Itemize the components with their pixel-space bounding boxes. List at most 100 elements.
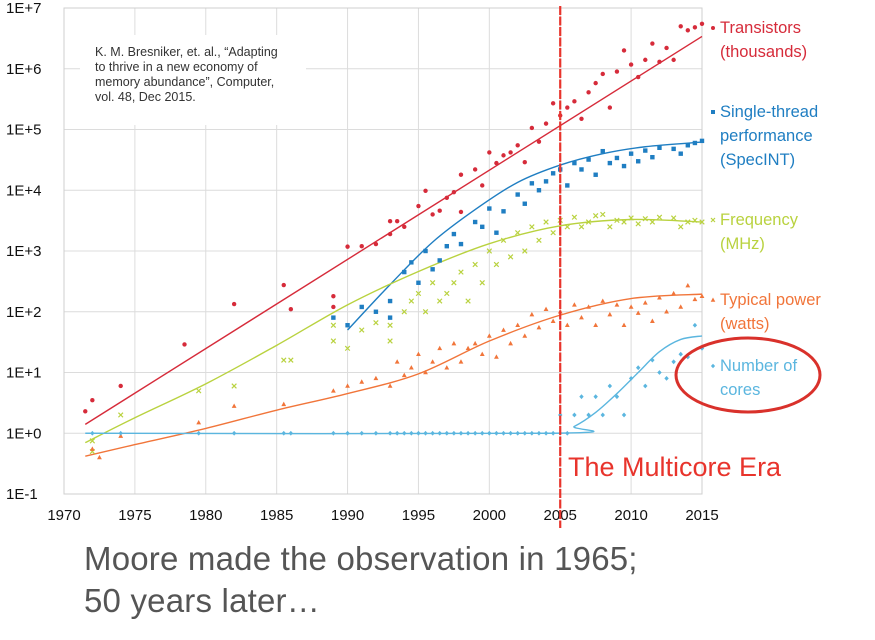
data-point <box>522 248 528 254</box>
data-point <box>628 62 634 67</box>
citation-line: memory abundance”, Computer, <box>95 75 274 89</box>
data-point <box>458 359 464 364</box>
data-point <box>670 215 677 221</box>
data-point <box>444 430 449 436</box>
data-point <box>671 146 676 152</box>
data-point <box>501 153 506 158</box>
data-point <box>522 333 528 338</box>
data-point <box>593 322 599 328</box>
data-point <box>543 430 549 436</box>
data-point <box>614 217 620 224</box>
data-point <box>479 280 485 286</box>
data-point <box>565 430 570 436</box>
data-point <box>664 375 669 381</box>
data-point <box>281 282 286 288</box>
data-point <box>437 258 442 263</box>
trend-line <box>84 218 703 444</box>
data-point <box>182 342 187 347</box>
data-point <box>422 309 429 315</box>
data-point <box>373 319 379 326</box>
data-point <box>429 280 436 286</box>
data-point <box>409 260 414 265</box>
data-point <box>657 59 662 65</box>
data-point <box>331 304 336 310</box>
data-point <box>231 383 237 389</box>
data-point <box>586 304 591 309</box>
y-tick-label: 1E-1 <box>6 486 38 503</box>
data-point <box>585 219 592 225</box>
data-point <box>600 412 605 418</box>
data-point <box>423 248 428 254</box>
data-point <box>281 357 287 363</box>
data-point <box>579 315 584 320</box>
data-point <box>416 203 421 209</box>
data-point <box>373 309 379 314</box>
data-point <box>614 302 620 307</box>
data-point <box>387 338 393 344</box>
data-point <box>501 209 506 214</box>
data-point <box>657 145 662 150</box>
data-point <box>387 231 393 237</box>
trend-line <box>347 141 703 331</box>
data-point <box>635 221 641 227</box>
data-point <box>571 214 578 220</box>
data-point <box>472 219 478 225</box>
data-point <box>90 397 95 403</box>
data-point <box>408 365 414 370</box>
data-point <box>592 213 599 219</box>
data-point <box>621 48 627 53</box>
data-point <box>430 267 435 272</box>
trend-line <box>85 293 703 457</box>
data-point <box>486 333 492 338</box>
data-point <box>195 388 202 394</box>
data-point <box>621 163 627 169</box>
plot-frame <box>63 7 703 495</box>
data-point <box>579 116 584 122</box>
data-point <box>678 304 684 309</box>
data-point <box>543 219 549 225</box>
data-point <box>685 143 691 148</box>
data-point <box>196 430 201 436</box>
data-points <box>83 21 705 460</box>
data-point <box>636 74 641 80</box>
x-tick-label: 1995 <box>402 507 435 524</box>
data-point <box>671 57 676 63</box>
multicore-annotation: The Multicore Era <box>559 6 782 528</box>
data-point <box>607 383 613 389</box>
data-point <box>642 215 649 222</box>
legend-label: Number of <box>720 357 797 375</box>
data-point <box>621 412 627 418</box>
data-point <box>593 394 598 400</box>
legend-label: Frequency <box>720 211 799 229</box>
data-point <box>508 430 513 436</box>
data-point <box>607 224 613 230</box>
data-point <box>607 160 613 166</box>
data-point <box>387 218 393 224</box>
x-tick-label: 2015 <box>685 507 718 524</box>
data-point <box>451 430 457 436</box>
legend-label: Typical power <box>720 291 821 309</box>
data-point <box>515 143 520 148</box>
chart: 1E-1 1E+0 1E+1 1E+2 1E+3 1E+4 1E+5 1E+6 1E+7 1970… <box>6 0 822 528</box>
caption-line-2: 50 years later… <box>84 582 320 619</box>
legend-label: cores <box>720 381 760 399</box>
data-point <box>564 322 570 328</box>
data-point <box>97 454 102 460</box>
data-point <box>465 345 471 351</box>
data-point <box>543 179 549 184</box>
data-point <box>621 219 627 225</box>
data-point <box>607 105 613 110</box>
data-point <box>550 229 556 236</box>
data-point <box>636 365 641 371</box>
data-point <box>572 99 577 104</box>
data-point <box>550 101 556 106</box>
data-point <box>649 318 655 323</box>
data-point <box>281 401 287 407</box>
data-point <box>359 304 364 310</box>
legend-label: (SpecINT) <box>720 151 795 169</box>
data-point <box>423 369 428 375</box>
data-point <box>494 160 499 166</box>
data-point <box>472 430 478 436</box>
data-point <box>430 430 435 436</box>
y-tick-label: 1E+0 <box>6 425 41 442</box>
